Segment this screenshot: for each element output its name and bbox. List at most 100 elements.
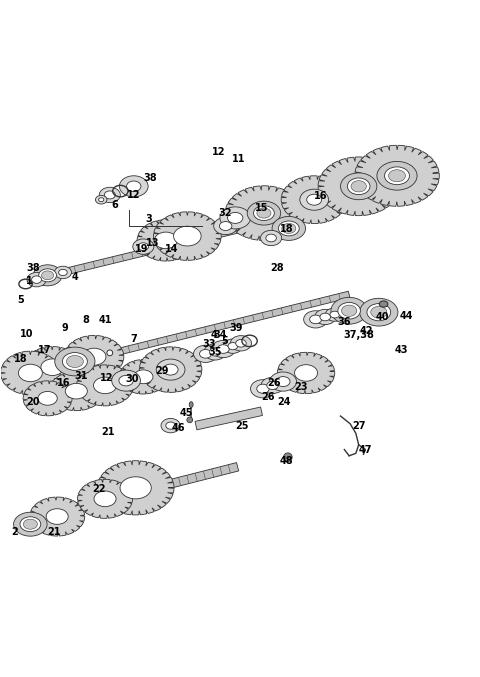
Text: 7: 7	[131, 334, 137, 345]
Ellipse shape	[272, 217, 306, 240]
Polygon shape	[318, 157, 399, 216]
Text: 8: 8	[83, 315, 89, 326]
Ellipse shape	[282, 223, 296, 234]
Polygon shape	[23, 381, 72, 416]
Text: 26: 26	[268, 378, 281, 387]
Ellipse shape	[377, 161, 417, 190]
Ellipse shape	[380, 163, 414, 188]
Ellipse shape	[27, 272, 46, 287]
Ellipse shape	[120, 176, 148, 197]
Polygon shape	[225, 185, 303, 240]
Ellipse shape	[32, 276, 42, 284]
Text: 38: 38	[26, 263, 40, 273]
Ellipse shape	[94, 491, 116, 506]
Polygon shape	[281, 176, 347, 223]
Polygon shape	[195, 407, 263, 430]
Ellipse shape	[295, 365, 318, 381]
Ellipse shape	[39, 269, 57, 282]
Ellipse shape	[193, 345, 217, 362]
Ellipse shape	[66, 355, 84, 368]
Text: 4: 4	[72, 272, 78, 282]
Text: 37,38: 37,38	[343, 330, 374, 340]
Ellipse shape	[138, 243, 149, 250]
Ellipse shape	[158, 360, 183, 379]
Circle shape	[187, 417, 192, 422]
Ellipse shape	[24, 519, 37, 529]
Text: 16: 16	[313, 191, 327, 201]
Ellipse shape	[379, 301, 388, 307]
Ellipse shape	[338, 303, 360, 319]
Ellipse shape	[301, 190, 327, 209]
Ellipse shape	[261, 230, 282, 246]
Text: 36: 36	[337, 317, 351, 327]
Ellipse shape	[267, 381, 278, 389]
Ellipse shape	[257, 208, 271, 218]
Polygon shape	[77, 479, 132, 519]
Ellipse shape	[247, 201, 281, 225]
Text: 20: 20	[26, 397, 40, 407]
Ellipse shape	[59, 269, 67, 276]
Text: 33: 33	[202, 339, 216, 349]
Ellipse shape	[18, 364, 42, 382]
Ellipse shape	[219, 221, 232, 230]
Ellipse shape	[223, 339, 242, 353]
Ellipse shape	[325, 308, 344, 322]
Ellipse shape	[94, 377, 117, 393]
Ellipse shape	[210, 348, 221, 356]
Text: 41: 41	[98, 315, 112, 326]
Text: 2: 2	[12, 527, 18, 538]
Text: 12: 12	[100, 373, 114, 383]
Text: 10: 10	[20, 329, 34, 338]
Polygon shape	[0, 351, 60, 395]
Polygon shape	[36, 222, 258, 282]
Ellipse shape	[304, 311, 327, 328]
Ellipse shape	[155, 232, 177, 248]
Text: 21: 21	[102, 427, 115, 437]
Polygon shape	[154, 212, 221, 261]
Ellipse shape	[251, 380, 276, 398]
Text: 22: 22	[92, 484, 106, 494]
Ellipse shape	[315, 309, 336, 324]
Text: 31: 31	[74, 371, 88, 381]
Ellipse shape	[166, 422, 175, 429]
Polygon shape	[277, 352, 335, 393]
Text: 19: 19	[135, 244, 149, 253]
Ellipse shape	[55, 347, 95, 376]
Text: 28: 28	[271, 263, 284, 273]
Polygon shape	[97, 461, 174, 515]
Ellipse shape	[384, 167, 409, 185]
Ellipse shape	[54, 266, 72, 279]
Ellipse shape	[42, 271, 54, 280]
Text: 4: 4	[210, 330, 217, 340]
Ellipse shape	[388, 170, 406, 182]
Ellipse shape	[270, 372, 297, 391]
Text: 11: 11	[232, 154, 246, 164]
Ellipse shape	[261, 377, 284, 393]
Ellipse shape	[340, 173, 377, 200]
Ellipse shape	[33, 265, 62, 286]
Polygon shape	[49, 372, 104, 411]
Text: 29: 29	[156, 366, 169, 376]
Text: 18: 18	[280, 224, 294, 234]
Text: 16: 16	[57, 378, 71, 387]
Ellipse shape	[161, 418, 180, 433]
Ellipse shape	[307, 194, 322, 205]
Ellipse shape	[276, 376, 290, 387]
Text: 17: 17	[38, 345, 51, 355]
Ellipse shape	[331, 297, 367, 324]
Text: 45: 45	[180, 408, 193, 418]
Text: 1: 1	[26, 276, 33, 286]
Text: 47: 47	[359, 445, 372, 454]
Text: 32: 32	[218, 208, 231, 218]
Ellipse shape	[367, 303, 391, 321]
Ellipse shape	[119, 375, 133, 386]
Ellipse shape	[266, 234, 276, 242]
Text: 40: 40	[376, 312, 389, 322]
Polygon shape	[77, 365, 133, 406]
Ellipse shape	[96, 196, 107, 204]
Ellipse shape	[65, 383, 87, 399]
Ellipse shape	[217, 345, 229, 353]
Text: 30: 30	[126, 374, 139, 384]
Text: 46: 46	[172, 424, 185, 433]
Polygon shape	[29, 359, 59, 376]
